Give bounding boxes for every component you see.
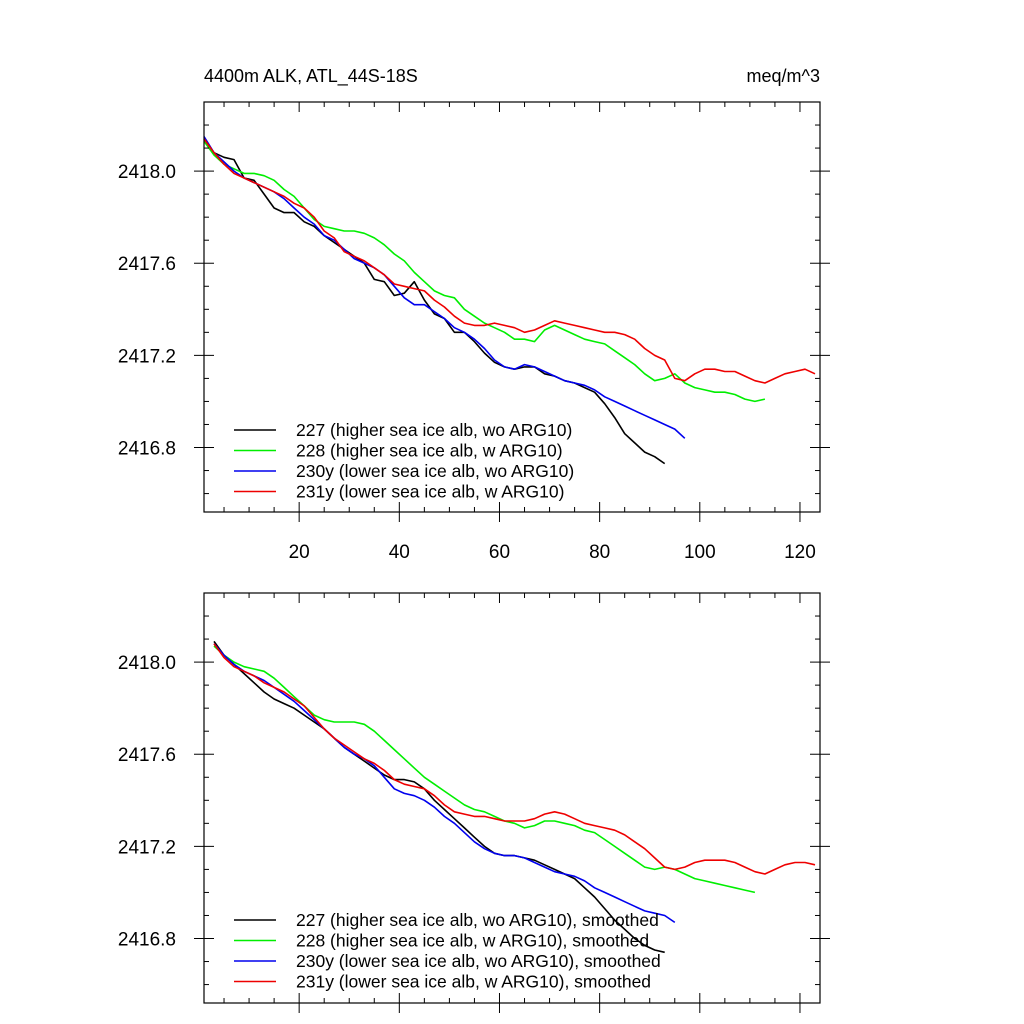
y-tick-labels: 2416.8 2417.2 2417.6 2418.0 (118, 653, 176, 950)
y-tick-label: 2416.8 (118, 439, 176, 460)
plot-frame (203, 101, 821, 513)
y-tick-label: 2416.8 (118, 930, 176, 951)
x-tick-label: 120 (784, 542, 816, 563)
x-tick-label: 100 (684, 542, 716, 563)
bottom-panel: 2416.8 2417.2 2417.6 2418.0 227 (higher sea… (118, 592, 830, 1013)
series-line-2 (203, 136, 686, 439)
legend-label: 228 (higher sea ice alb, w ARG10), smoot… (296, 931, 649, 951)
series-line-2 (213, 643, 676, 924)
axis-ticks (194, 101, 830, 522)
plot-lines (203, 136, 816, 465)
y-tick-labels: 2416.8 2417.2 2417.6 2418.0 (118, 162, 176, 459)
x-tick-label: 80 (589, 542, 610, 563)
y-tick-label: 2418.0 (118, 653, 176, 674)
series-line-3 (213, 643, 816, 875)
legend-label: 231y (lower sea ice alb, w ARG10) (296, 482, 564, 502)
legend-label: 230y (lower sea ice alb, wo ARG10) (296, 461, 574, 481)
series-line-3 (203, 138, 816, 384)
series-line-0 (203, 138, 666, 465)
top-panel: 4400m ALK, ATL_44S-18S meq/m^3 2416.8241… (118, 66, 830, 563)
y-tick-label: 2417.6 (118, 745, 176, 766)
axis-ticks (194, 592, 830, 1013)
chart-title: 4400m ALK, ATL_44S-18S (204, 66, 418, 87)
y-tick-label: 2417.6 (118, 254, 176, 275)
plot-lines (213, 640, 816, 954)
legend-label: 230y (lower sea ice alb, wo ARG10), smoo… (296, 951, 661, 971)
y-tick-label: 2417.2 (118, 837, 176, 858)
x-tick-labels: 20 40 60 80 100 120 (289, 542, 816, 563)
legend: 227 (higher sea ice alb, wo ARG10)228 (h… (234, 420, 574, 502)
plot-frame (203, 592, 821, 1004)
y-tick-label: 2418.0 (118, 162, 176, 183)
x-tick-label: 60 (489, 542, 510, 563)
x-tick-label: 20 (289, 542, 310, 563)
legend-label: 231y (lower sea ice alb, w ARG10), smoot… (296, 972, 651, 992)
series-line-1 (213, 645, 756, 894)
x-tick-label: 40 (389, 542, 410, 563)
legend: 227 (higher sea ice alb, wo ARG10), smoo… (234, 910, 661, 992)
legend-label: 228 (higher sea ice alb, w ARG10) (296, 441, 563, 461)
y-tick-label: 2417.2 (118, 346, 176, 367)
legend-label: 227 (higher sea ice alb, wo ARG10), smoo… (296, 910, 659, 930)
legend-label: 227 (higher sea ice alb, wo ARG10) (296, 420, 572, 440)
units-label: meq/m^3 (747, 66, 820, 86)
series-line-0 (213, 640, 665, 954)
series-line-1 (203, 140, 766, 403)
